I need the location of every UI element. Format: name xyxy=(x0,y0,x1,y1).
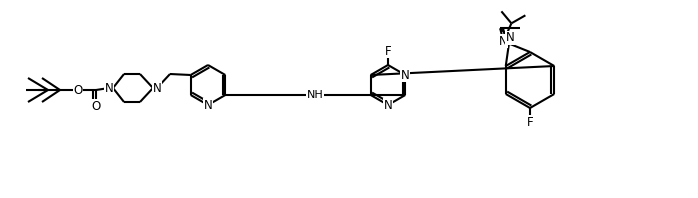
Text: N: N xyxy=(401,69,410,82)
Text: N: N xyxy=(153,82,161,94)
Text: F: F xyxy=(527,115,533,129)
Text: N: N xyxy=(505,31,514,44)
Text: F: F xyxy=(385,45,392,57)
Text: O: O xyxy=(91,100,101,112)
Text: NH: NH xyxy=(307,90,324,100)
Text: O: O xyxy=(73,84,82,96)
Text: N: N xyxy=(499,35,507,48)
Text: N: N xyxy=(204,98,212,111)
Text: N: N xyxy=(105,82,113,94)
Text: N: N xyxy=(384,98,392,111)
